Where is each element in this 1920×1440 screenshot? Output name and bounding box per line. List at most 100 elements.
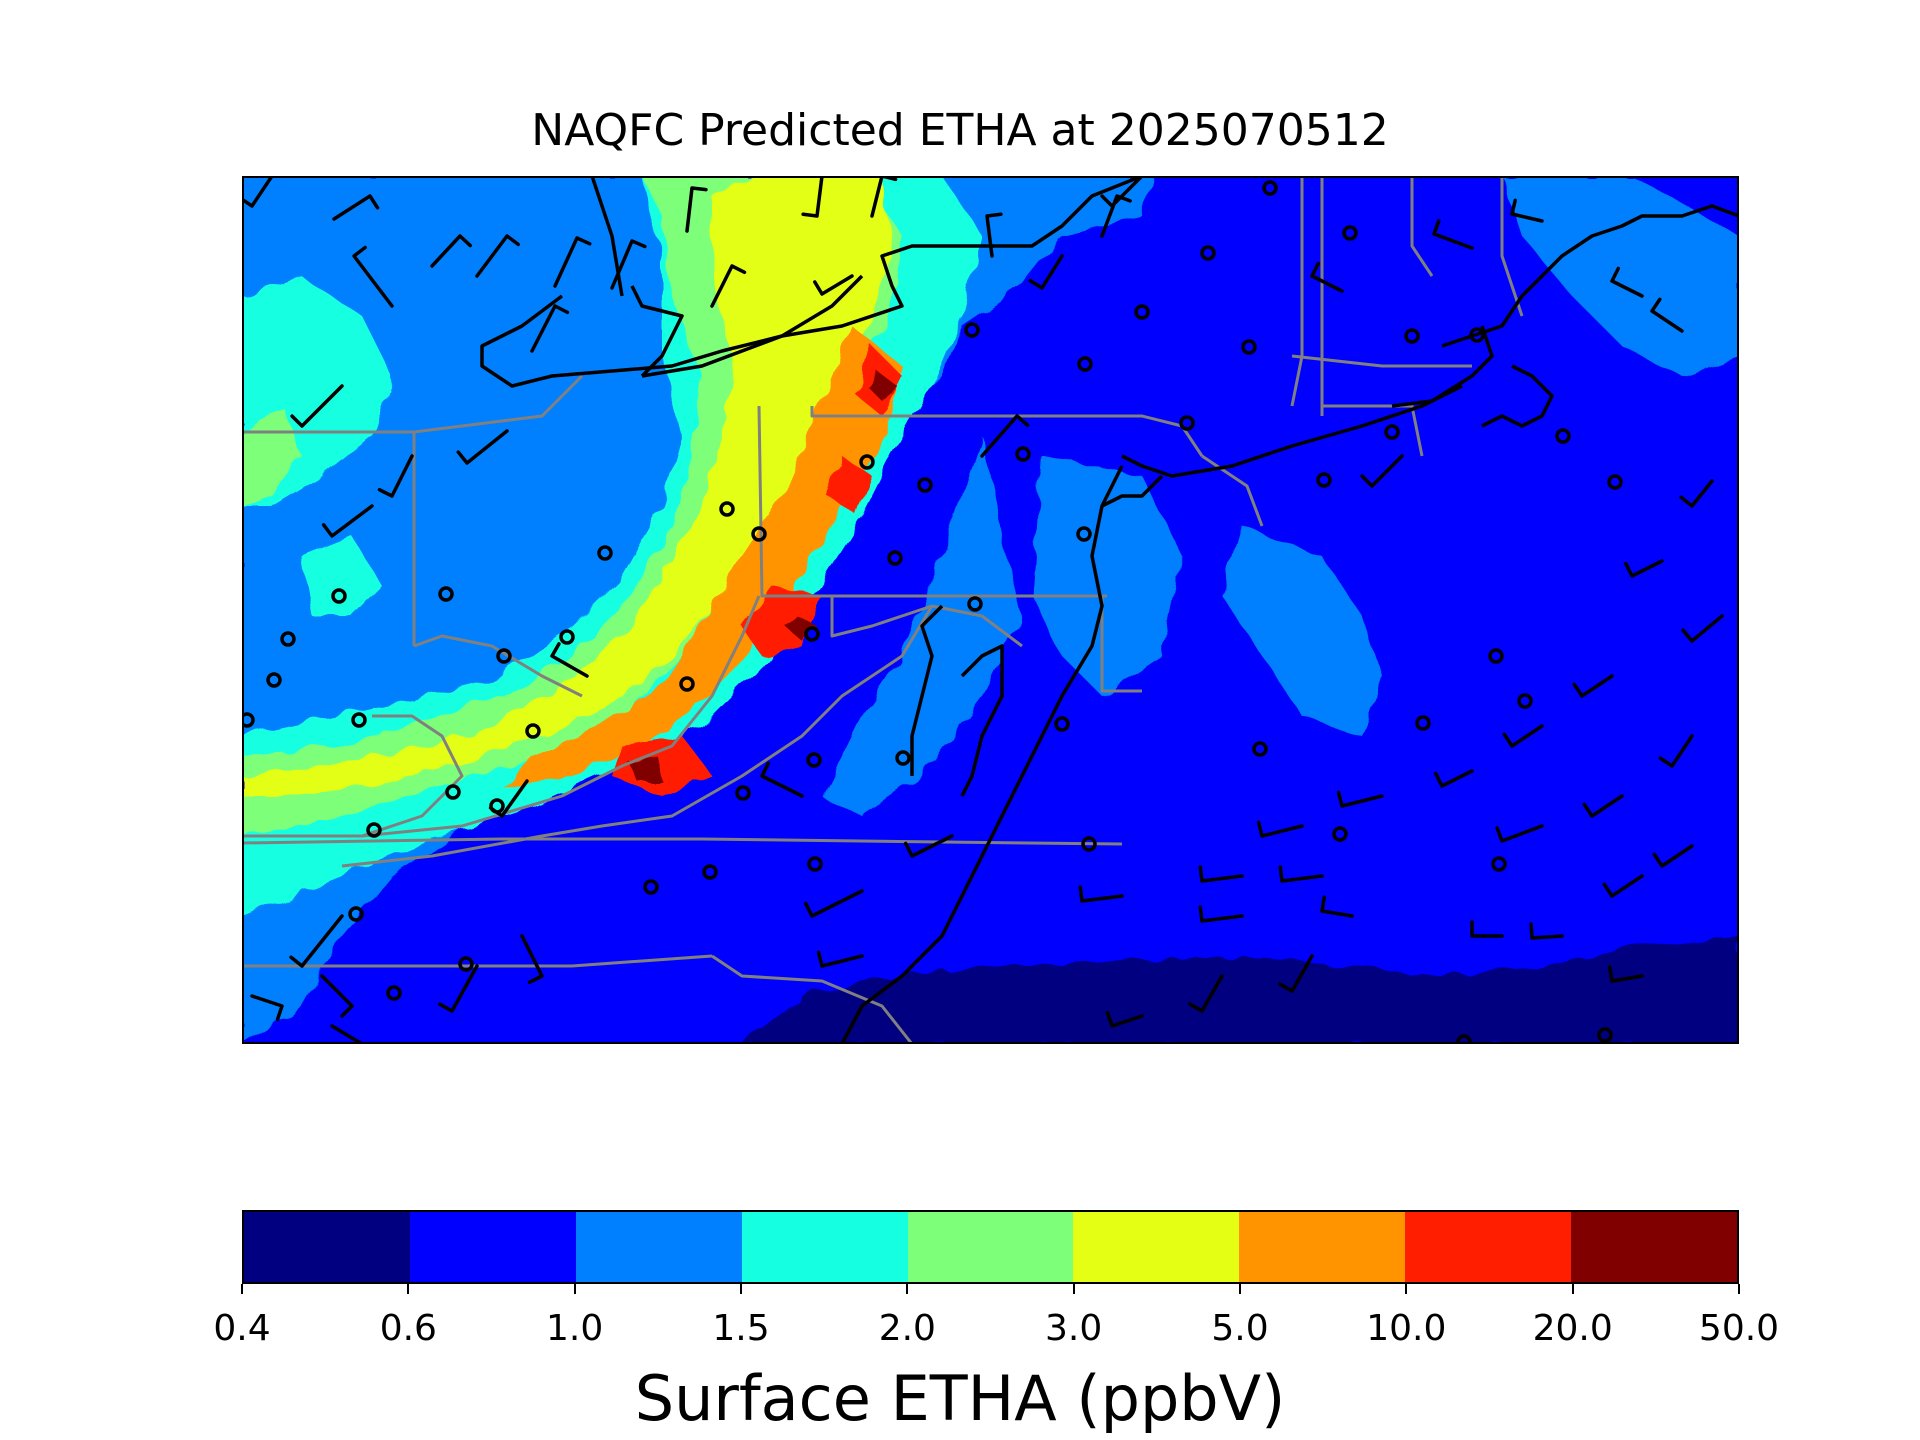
calm-wind-circle — [1491, 856, 1507, 872]
wind-barb — [1495, 824, 1544, 843]
wind-barb — [1198, 865, 1244, 883]
colorbar-label: Surface ETHA (ppbV) — [634, 1362, 1286, 1435]
calm-wind-circle — [386, 985, 402, 1001]
wind-barb — [1602, 874, 1644, 898]
colorbar-tick — [1738, 1284, 1740, 1294]
wind-barb — [1256, 820, 1304, 838]
colorbar-tick-label: 1.5 — [712, 1308, 770, 1349]
state-border — [413, 374, 584, 434]
state-border — [341, 605, 934, 868]
state-border — [1410, 176, 1434, 277]
colorbar-segment-5 — [1073, 1212, 1240, 1282]
calm-wind-circle — [348, 906, 364, 922]
calm-wind-circle — [1241, 339, 1257, 355]
calm-wind-circle — [1134, 304, 1150, 320]
calm-wind-circle — [1597, 1027, 1613, 1043]
calm-wind-circle — [351, 712, 367, 728]
state-border — [242, 430, 416, 646]
calm-wind-circle — [643, 879, 659, 895]
state-border — [1201, 454, 1264, 527]
coastline — [630, 285, 684, 378]
state-border — [242, 595, 761, 838]
colorbar-tick-label: 0.4 — [213, 1308, 271, 1349]
colorbar-tick — [1072, 1284, 1075, 1294]
coastline — [480, 274, 864, 388]
colorbar-segment-7 — [1405, 1212, 1572, 1282]
calm-wind-circle — [1404, 328, 1420, 344]
calm-wind-circle — [266, 672, 282, 688]
coastlines — [480, 176, 1739, 1044]
region-0.6-1.0 — [1172, 176, 1542, 616]
colorbar-tick — [407, 1284, 410, 1294]
calm-wind-circle — [559, 629, 575, 645]
wind-barb — [760, 761, 804, 798]
state-border — [810, 406, 1204, 457]
colorbar — [242, 1210, 1739, 1284]
wind-barb — [530, 304, 570, 353]
colorbar-segment-2 — [575, 1212, 742, 1282]
wind-barb — [816, 950, 864, 968]
calm-wind-circle — [679, 676, 695, 692]
calm-wind-circle — [807, 856, 823, 872]
calm-wind-circle — [719, 501, 735, 517]
wind-barb — [250, 994, 284, 1022]
colorbar-tick-label: 3.0 — [1045, 1308, 1103, 1349]
etha-map — [242, 176, 1739, 1044]
calm-wind-circle — [751, 526, 767, 542]
region-1.5-2.0 — [302, 536, 382, 616]
state-border — [830, 596, 1023, 648]
state-border — [242, 954, 713, 968]
wind-barb — [1278, 954, 1314, 993]
calm-wind-circle — [1517, 693, 1533, 709]
state-border — [361, 714, 464, 838]
colorbar-tick-label: 1.0 — [546, 1308, 604, 1349]
wind-barb — [1529, 922, 1564, 940]
wind-barb — [1432, 219, 1474, 250]
map-border — [242, 176, 1739, 1044]
calm-wind-circle — [438, 586, 454, 602]
wind-barb — [1278, 865, 1324, 883]
wind-barb — [377, 454, 414, 498]
wind-barb — [438, 964, 479, 1013]
colorbar-segment-1 — [409, 1212, 576, 1282]
wind-barb — [1679, 479, 1714, 508]
calm-wind-circle — [1607, 474, 1623, 490]
wind-barb — [1502, 724, 1544, 748]
wind-barb — [813, 274, 854, 296]
calm-wind-circle — [1081, 836, 1097, 852]
calm-wind-circle — [1384, 424, 1400, 440]
calm-wind-circle — [917, 477, 933, 493]
wind-symbols — [242, 176, 1724, 1044]
state-border — [1500, 176, 1524, 317]
calm-wind-circle — [1342, 225, 1358, 241]
region-3.0-5.0 — [242, 176, 892, 796]
calm-wind-circle — [1332, 826, 1348, 842]
calm-wind-circle — [1555, 428, 1571, 444]
region-5.0-10.0 — [502, 326, 902, 786]
wind-barb — [456, 429, 509, 465]
wind-barb — [1572, 674, 1614, 698]
wind-barb — [1188, 974, 1224, 1013]
wind-barb — [980, 414, 1030, 458]
calm-wind-circle — [458, 956, 474, 972]
calm-wind-circle — [806, 752, 822, 768]
colorbar-tick — [1405, 1284, 1408, 1294]
wind-barb — [332, 194, 380, 221]
calm-wind-circle — [280, 631, 296, 647]
calm-wind-circle — [1077, 356, 1093, 372]
wind-barb — [1470, 920, 1504, 938]
chart-title: NAQFC Predicted ETHA at 2025070512 — [531, 105, 1389, 156]
calm-wind-circle — [887, 550, 903, 566]
concentration-field — [242, 176, 1739, 1044]
wind-barb — [1360, 454, 1404, 488]
calm-wind-circle — [496, 648, 512, 664]
calm-wind-circle — [445, 784, 461, 800]
wind-barb — [1610, 266, 1644, 298]
wind-barb — [710, 264, 747, 308]
colorbar-tick-label: 2.0 — [878, 1308, 936, 1349]
colorbar-tick-label: 20.0 — [1532, 1308, 1613, 1349]
colorbar-segment-6 — [1239, 1212, 1406, 1282]
region-0.4-0.6 — [742, 936, 1739, 1044]
colorbar-segment-8 — [1571, 1212, 1738, 1282]
state-borders — [242, 176, 1524, 1044]
